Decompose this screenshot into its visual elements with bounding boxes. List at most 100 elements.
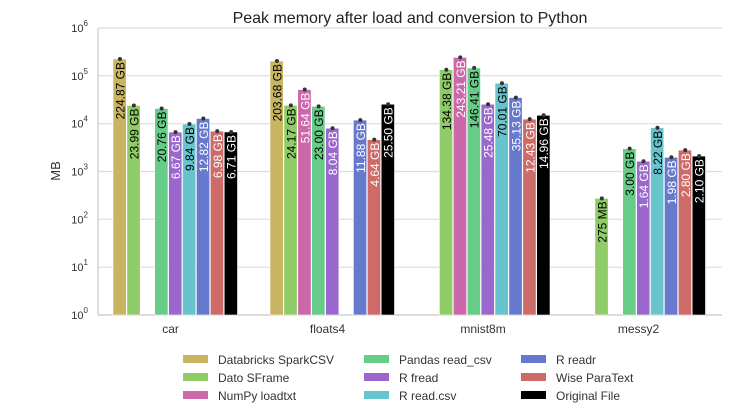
bar-value-label: 12.82 GB <box>197 122 211 173</box>
error-dot <box>386 102 391 107</box>
bar-value-label: 24.17 GB <box>284 108 298 159</box>
bar-value-label: 203.68 GB <box>270 64 284 121</box>
error-dot <box>274 59 279 64</box>
legend-item: Databricks SparkCSV <box>183 353 334 367</box>
bar-value-label: 243.21 GB <box>454 60 468 117</box>
error-dot <box>131 103 136 108</box>
legend-label: R read.csv <box>399 389 456 403</box>
bar-value-label: 11.88 GB <box>354 123 368 173</box>
legend-swatch <box>521 373 546 381</box>
error-dot <box>599 196 604 201</box>
bar-value-label: 1.64 GB <box>637 164 651 208</box>
x-tick-label: car <box>162 322 179 336</box>
error-dot <box>159 106 164 111</box>
y-tick-label: 101 <box>71 258 88 274</box>
bar-value-label: 70.01 GB <box>495 86 509 137</box>
bar-value-label: 2.80 GB <box>679 153 693 197</box>
bar-value-label: 25.48 GB <box>482 107 496 158</box>
bar-value-label: 6.71 GB <box>225 135 239 179</box>
legend-item: R readr <box>521 353 596 367</box>
error-dot <box>302 87 307 92</box>
error-dot <box>117 56 122 61</box>
legend-swatch <box>521 391 546 399</box>
legend-item: R read.csv <box>364 389 456 403</box>
bar-value-label: 1.98 GB <box>665 160 679 204</box>
y-tick-label: 106 <box>71 19 88 35</box>
legend-label: R readr <box>556 353 596 367</box>
bar-value-label: 134.38 GB <box>440 73 454 130</box>
bar-value-label: 146.41 GB <box>468 71 482 128</box>
legend-item: Pandas read_csv <box>364 353 492 367</box>
bar-value-label: 51.64 GB <box>298 93 312 144</box>
error-dot <box>372 137 377 142</box>
error-dot <box>215 129 220 134</box>
legend-label: Pandas read_csv <box>399 353 492 367</box>
legend-label: NumPy loadtxt <box>218 389 297 403</box>
legend-swatch <box>364 373 389 381</box>
legend-label: R fread <box>399 371 438 385</box>
bar-value-label: 6.67 GB <box>169 135 183 179</box>
y-tick-label: 102 <box>71 210 88 226</box>
legend-label: Databricks SparkCSV <box>218 353 334 367</box>
x-tick-label: messy2 <box>618 322 660 336</box>
bar-value-label: 8.04 GB <box>326 131 340 175</box>
legend-item: Wise ParaText <box>521 371 634 385</box>
bar-value-label: 23.00 GB <box>312 109 326 160</box>
error-dot <box>641 159 646 164</box>
error-dot <box>330 126 335 131</box>
bar-value-label: 6.98 GB <box>211 134 225 178</box>
error-dot <box>486 102 491 107</box>
error-dot <box>697 154 702 159</box>
bar-value-label: 8.22 GB <box>651 131 665 175</box>
bar-value-label: 14.96 GB <box>537 118 551 169</box>
error-dot <box>669 155 674 160</box>
legend-swatch <box>183 373 208 381</box>
error-dot <box>513 95 518 100</box>
chart-title: Peak memory after load and conversion to… <box>233 10 588 27</box>
bar-value-label: 4.64 GB <box>368 143 382 187</box>
error-dot <box>201 116 206 121</box>
bar-value-label: 3.00 GB <box>623 152 637 196</box>
y-axis-label: MB <box>48 161 63 181</box>
error-dot <box>627 146 632 151</box>
error-dot <box>316 104 321 109</box>
error-dot <box>229 129 234 134</box>
bar-value-label: 25.50 GB <box>382 107 396 158</box>
bar-value-label: 12.43 GB <box>523 122 537 173</box>
y-tick-label: 105 <box>71 67 88 83</box>
bar-value-label: 23.99 GB <box>127 108 141 159</box>
legend-swatch <box>364 355 389 363</box>
bar-value-label: 275 MB <box>595 201 609 242</box>
bar-value-label: 9.84 GB <box>183 127 197 171</box>
legend-item: Dato SFrame <box>183 371 290 385</box>
error-dot <box>527 117 532 122</box>
legend-item: Original File <box>521 389 620 403</box>
y-tick-label: 104 <box>71 115 88 131</box>
error-dot <box>655 125 660 130</box>
error-dot <box>358 118 363 123</box>
legend-item: R fread <box>364 371 438 385</box>
legend-swatch <box>183 391 208 399</box>
error-dot <box>288 103 293 108</box>
bar-value-label: 20.76 GB <box>155 111 169 162</box>
bar-value-label: 2.10 GB <box>693 159 707 203</box>
error-dot <box>541 113 546 118</box>
x-tick-label: floats4 <box>310 322 346 336</box>
error-dot <box>187 122 192 127</box>
error-dot <box>472 65 477 70</box>
error-dot <box>173 130 178 135</box>
legend-item: NumPy loadtxt <box>183 389 297 403</box>
error-dot <box>458 55 463 60</box>
legend-label: Original File <box>556 389 620 403</box>
x-tick-label: mnist8m <box>460 322 505 336</box>
error-dot <box>444 67 449 72</box>
legend-label: Dato SFrame <box>218 371 290 385</box>
bar-value-label: 35.13 GB <box>509 101 523 152</box>
legend-swatch <box>364 391 389 399</box>
error-dot <box>683 148 688 153</box>
y-tick-label: 100 <box>71 306 88 322</box>
legend-swatch <box>521 355 546 363</box>
bar-value-label: 224.87 GB <box>113 62 127 119</box>
legend-swatch <box>183 355 208 363</box>
